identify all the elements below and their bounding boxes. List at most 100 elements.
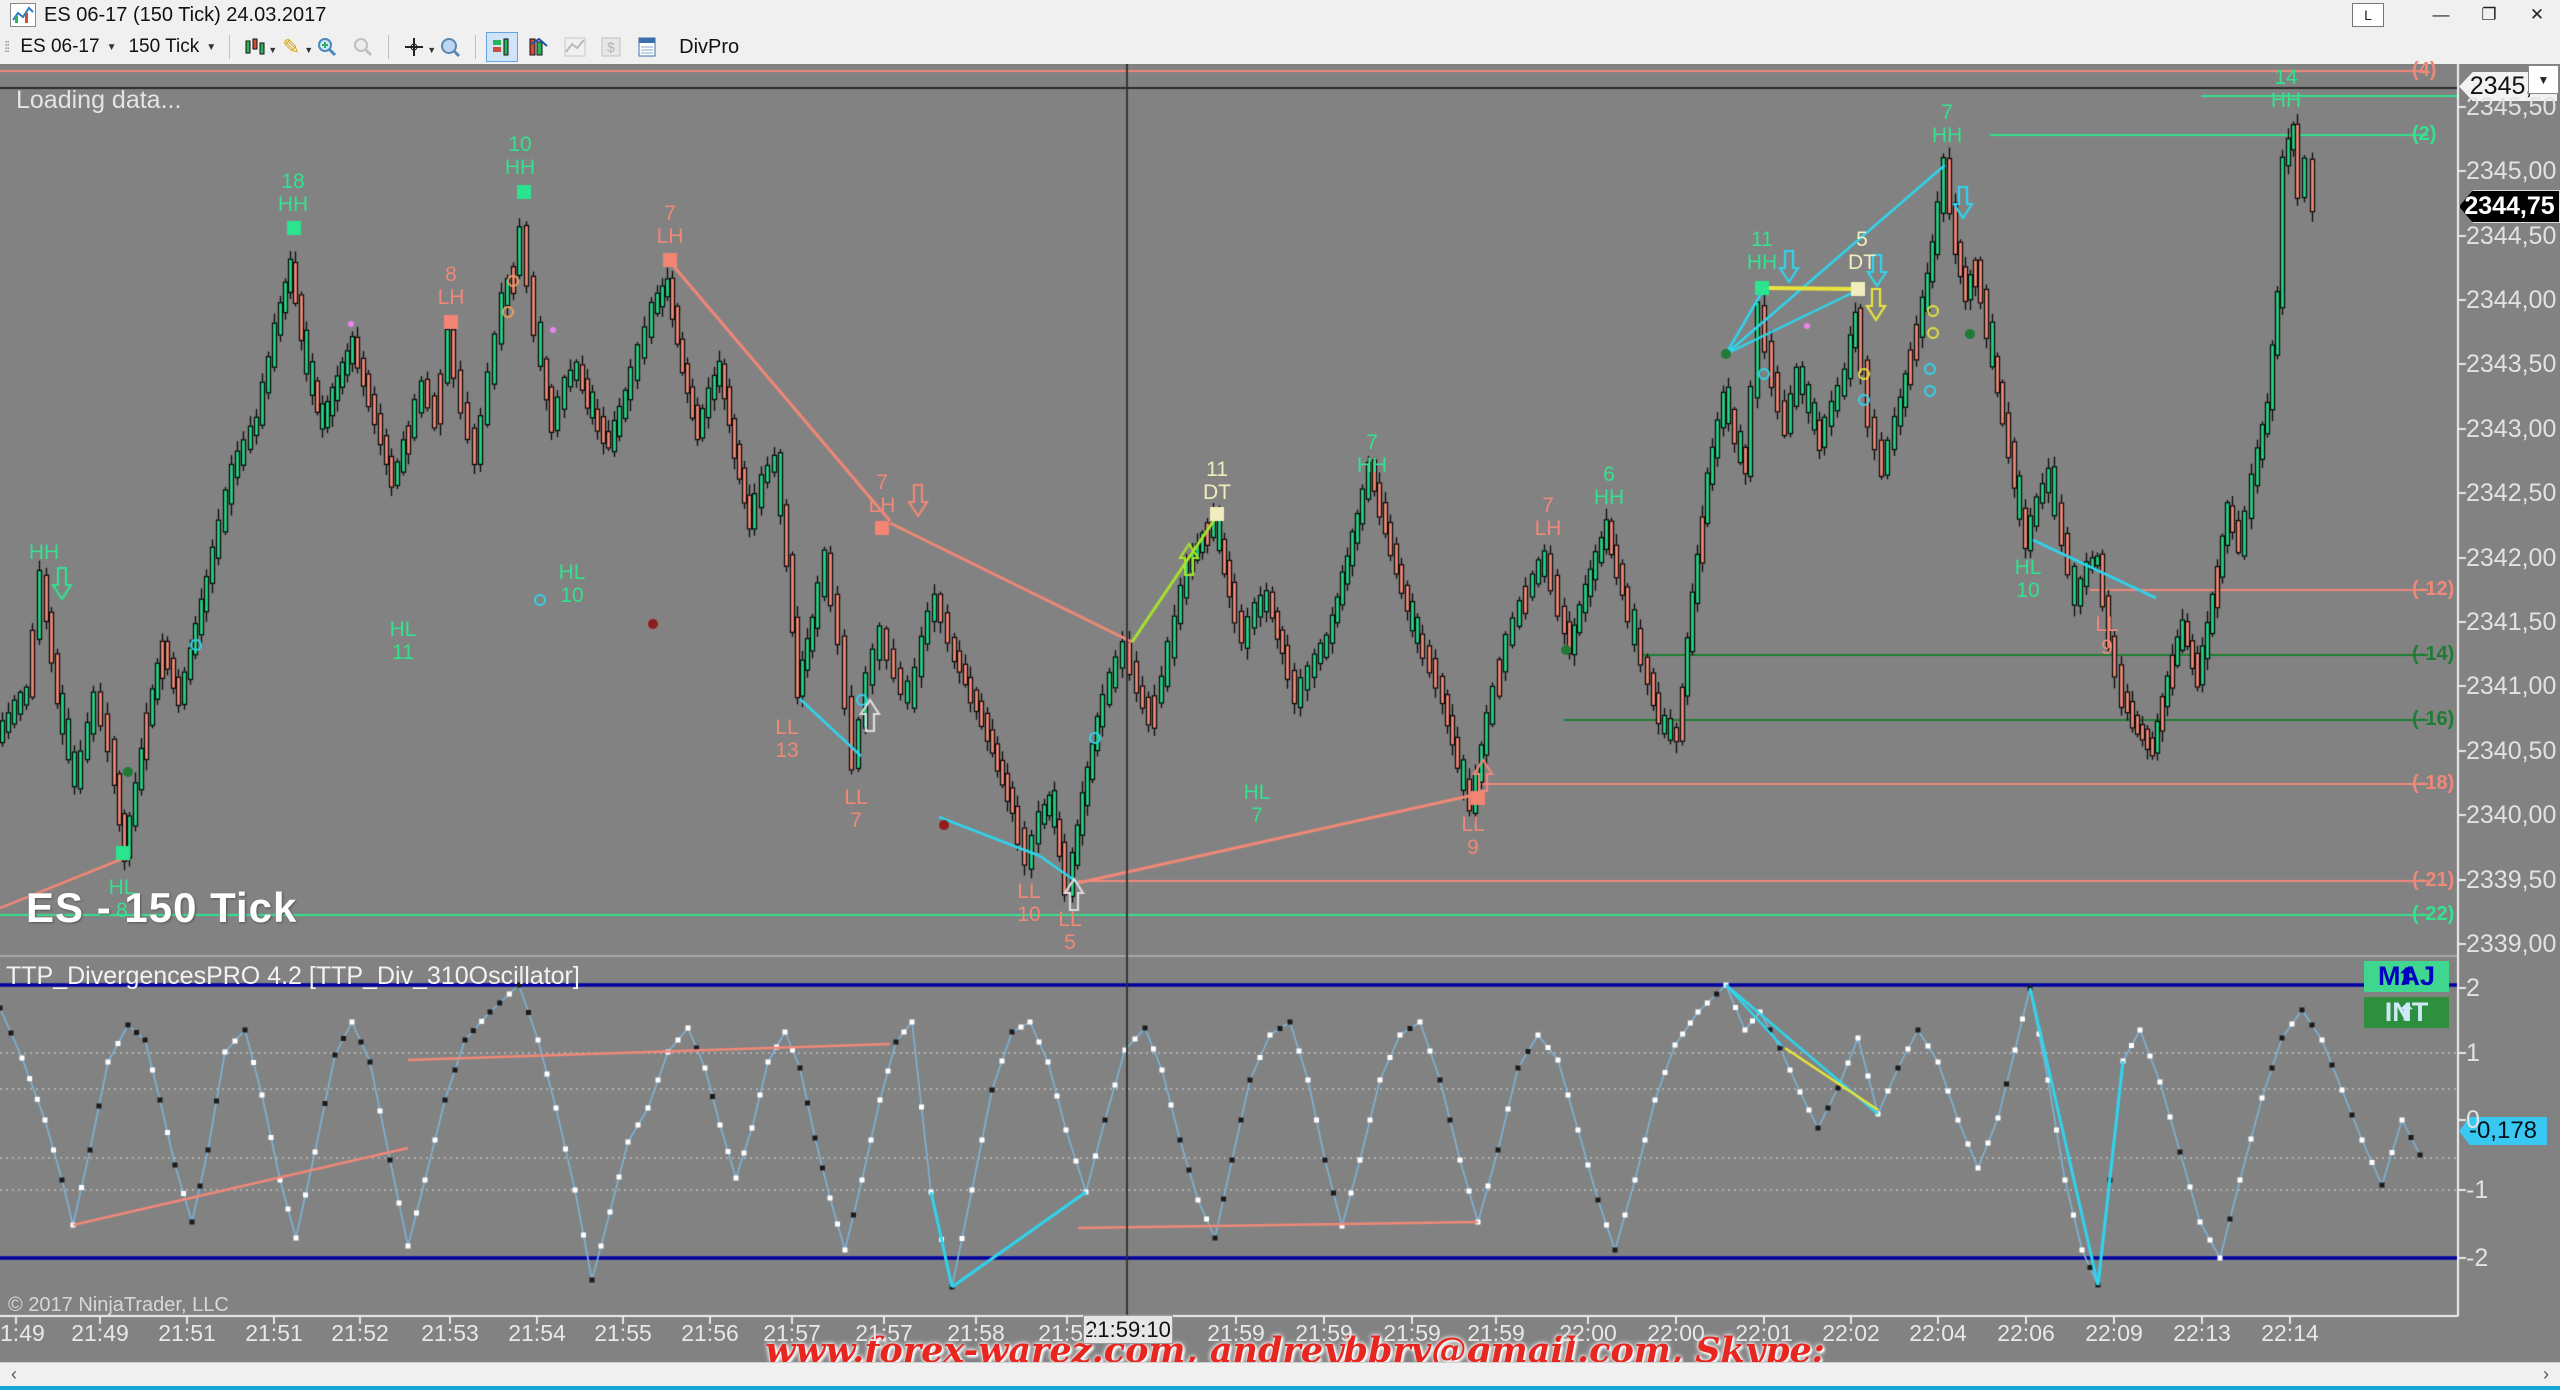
candlestick-icon	[245, 38, 265, 55]
close-button[interactable]: ✕	[2529, 5, 2545, 24]
time-axis-tick: 22:06	[1997, 1320, 2055, 1346]
zoom-in-icon	[318, 38, 337, 57]
maximize-button[interactable]: ❐	[2481, 5, 2497, 24]
price-axis-tick: 2341,50	[2466, 608, 2557, 636]
major-signal-badge: MAJ ⬆	[2364, 961, 2449, 992]
chart-trader-button[interactable]	[486, 32, 519, 62]
crosshair-button[interactable]: ▼	[399, 33, 436, 61]
chart-trader-icon	[493, 38, 509, 56]
price-axis-tick: 2345,00	[2466, 157, 2557, 185]
area-chart-button[interactable]	[560, 33, 590, 61]
oscillator-axis-tick: -1	[2466, 1176, 2489, 1204]
chevron-down-icon: ▼	[427, 45, 437, 55]
oscillator-axis-tick: 1	[2466, 1039, 2480, 1067]
app-icon	[10, 3, 36, 27]
time-axis-tick: 21:57	[855, 1320, 913, 1346]
price-axis-tick: 2340,50	[2466, 737, 2557, 765]
pencil-icon: ✎	[282, 35, 300, 59]
swing-label: HH	[28, 541, 60, 564]
account-data-button[interactable]: $	[596, 33, 626, 61]
level-label: (-16)	[2412, 708, 2455, 730]
chart-watermark-label: ES - 150 Tick	[26, 884, 298, 931]
drawing-tools-button[interactable]: ✎ ▼	[276, 33, 313, 61]
price-axis-tick: 2343,50	[2466, 350, 2557, 378]
toolbar-separator	[475, 35, 477, 59]
window-bottom-border	[0, 1386, 2560, 1390]
swing-label: LL 7	[844, 786, 868, 832]
svg-text:$: $	[607, 39, 615, 55]
scroll-right-arrow[interactable]: ›	[2543, 1364, 2549, 1384]
up-arrow-icon: ⬆	[2397, 963, 2416, 989]
level-label: (4)	[2412, 59, 2437, 81]
time-axis-tick: 21:59	[1383, 1320, 1441, 1346]
oscillator-title: TTP_DivergencesPRO 4.2 [TTP_Div_310Oscil…	[6, 962, 580, 990]
time-axis-tick: 22:14	[2261, 1320, 2319, 1346]
link-button[interactable]: L	[2352, 3, 2384, 27]
time-axis-tick: 21:54	[508, 1320, 566, 1346]
magnifier-icon	[441, 38, 461, 58]
dollar-icon: $	[601, 37, 621, 57]
current-price-tag: 2344,75	[2459, 190, 2560, 223]
swing-label: LL 9	[1461, 813, 1485, 859]
period-selector[interactable]: 150 Tick ▼	[122, 34, 222, 60]
scroll-left-arrow[interactable]: ‹	[11, 1364, 17, 1384]
zoom-in-button[interactable]	[312, 33, 342, 61]
minimize-button[interactable]: —	[2432, 5, 2450, 24]
time-axis-tick: 21:49	[71, 1320, 129, 1346]
time-axis-tick: 22:02	[1822, 1320, 1880, 1346]
level-label: (-21)	[2412, 869, 2455, 891]
price-axis-tick: 2342,50	[2466, 479, 2557, 507]
swing-label: 7 LH	[1534, 494, 1562, 540]
chart-toolbar: ⁞⁞ ES 06-17 ▼ 150 Tick ▼ ▼ ✎ ▼ ▼	[0, 30, 2560, 65]
time-axis-tick: 21:59	[1295, 1320, 1353, 1346]
swing-label: LL 5	[1058, 908, 1082, 954]
time-axis-tick: 21:49	[0, 1320, 45, 1346]
time-axis-tick: 21:53	[421, 1320, 479, 1346]
chevron-down-icon: ▼	[206, 41, 217, 53]
zoom-out-button[interactable]	[348, 33, 378, 61]
swing-label: 7 LH	[656, 202, 684, 248]
level-label: (-18)	[2412, 772, 2455, 794]
price-axis-dropdown-button[interactable]: ▼	[2528, 65, 2559, 94]
data-box-button[interactable]	[435, 33, 465, 61]
swing-label: 18 HH	[277, 170, 309, 216]
time-axis-tick: 21:56	[681, 1320, 739, 1346]
swing-label: 7 LH	[868, 471, 896, 517]
swing-label: HL 10	[2014, 556, 2042, 602]
price-oscillator-canvas[interactable]	[0, 64, 2560, 1362]
swing-label: 11 DT	[1203, 458, 1231, 504]
level-label: (-14)	[2412, 643, 2455, 665]
indicators-button[interactable]	[524, 33, 554, 61]
swing-label: 6 HH	[1593, 463, 1625, 509]
price-axis-tick: 2339,00	[2466, 930, 2557, 958]
time-axis-tick: 21:59	[1038, 1320, 1096, 1346]
time-axis-tick: 21:55	[594, 1320, 652, 1346]
time-axis-tick: 22:13	[2173, 1320, 2231, 1346]
maj-label: MAJ	[2377, 961, 2435, 991]
price-axis-tick: 2345,50	[2466, 93, 2557, 121]
horizontal-scrollbar[interactable]: ‹ ›	[0, 1362, 2560, 1387]
report-icon	[638, 37, 656, 57]
time-axis-tick: 21:59	[1467, 1320, 1525, 1346]
chart-area: Loading data... ES - 150 Tick TTP_Diverg…	[0, 59, 2560, 1390]
swing-label: HL 8	[108, 876, 136, 922]
toolbar-grip[interactable]: ⁞⁞	[4, 38, 11, 56]
report-button[interactable]	[632, 33, 662, 61]
oscillator-axis-tick: 2	[2466, 974, 2480, 1002]
price-axis-tick: 2340,00	[2466, 801, 2557, 829]
swing-label: HL 11	[389, 618, 417, 664]
swing-label: 10 HH	[504, 133, 536, 179]
instrument-selector[interactable]: ES 06-17 ▼	[14, 34, 122, 60]
swing-label: HL 10	[558, 561, 586, 607]
chevron-down-icon: ▼	[268, 45, 278, 55]
time-axis-tick: 22:04	[1909, 1320, 1967, 1346]
time-axis-tick: 21:57	[763, 1320, 821, 1346]
chart-style-button[interactable]: ▼	[240, 33, 277, 61]
time-axis-tick: 21:59	[1207, 1320, 1265, 1346]
period-label: 150 Tick	[128, 36, 200, 57]
up-arrow-icon: ⬆	[2397, 999, 2416, 1025]
swing-label: 14 HH	[2270, 66, 2302, 112]
level-label: (-12)	[2412, 578, 2455, 600]
chevron-down-icon: ▼	[106, 41, 117, 53]
